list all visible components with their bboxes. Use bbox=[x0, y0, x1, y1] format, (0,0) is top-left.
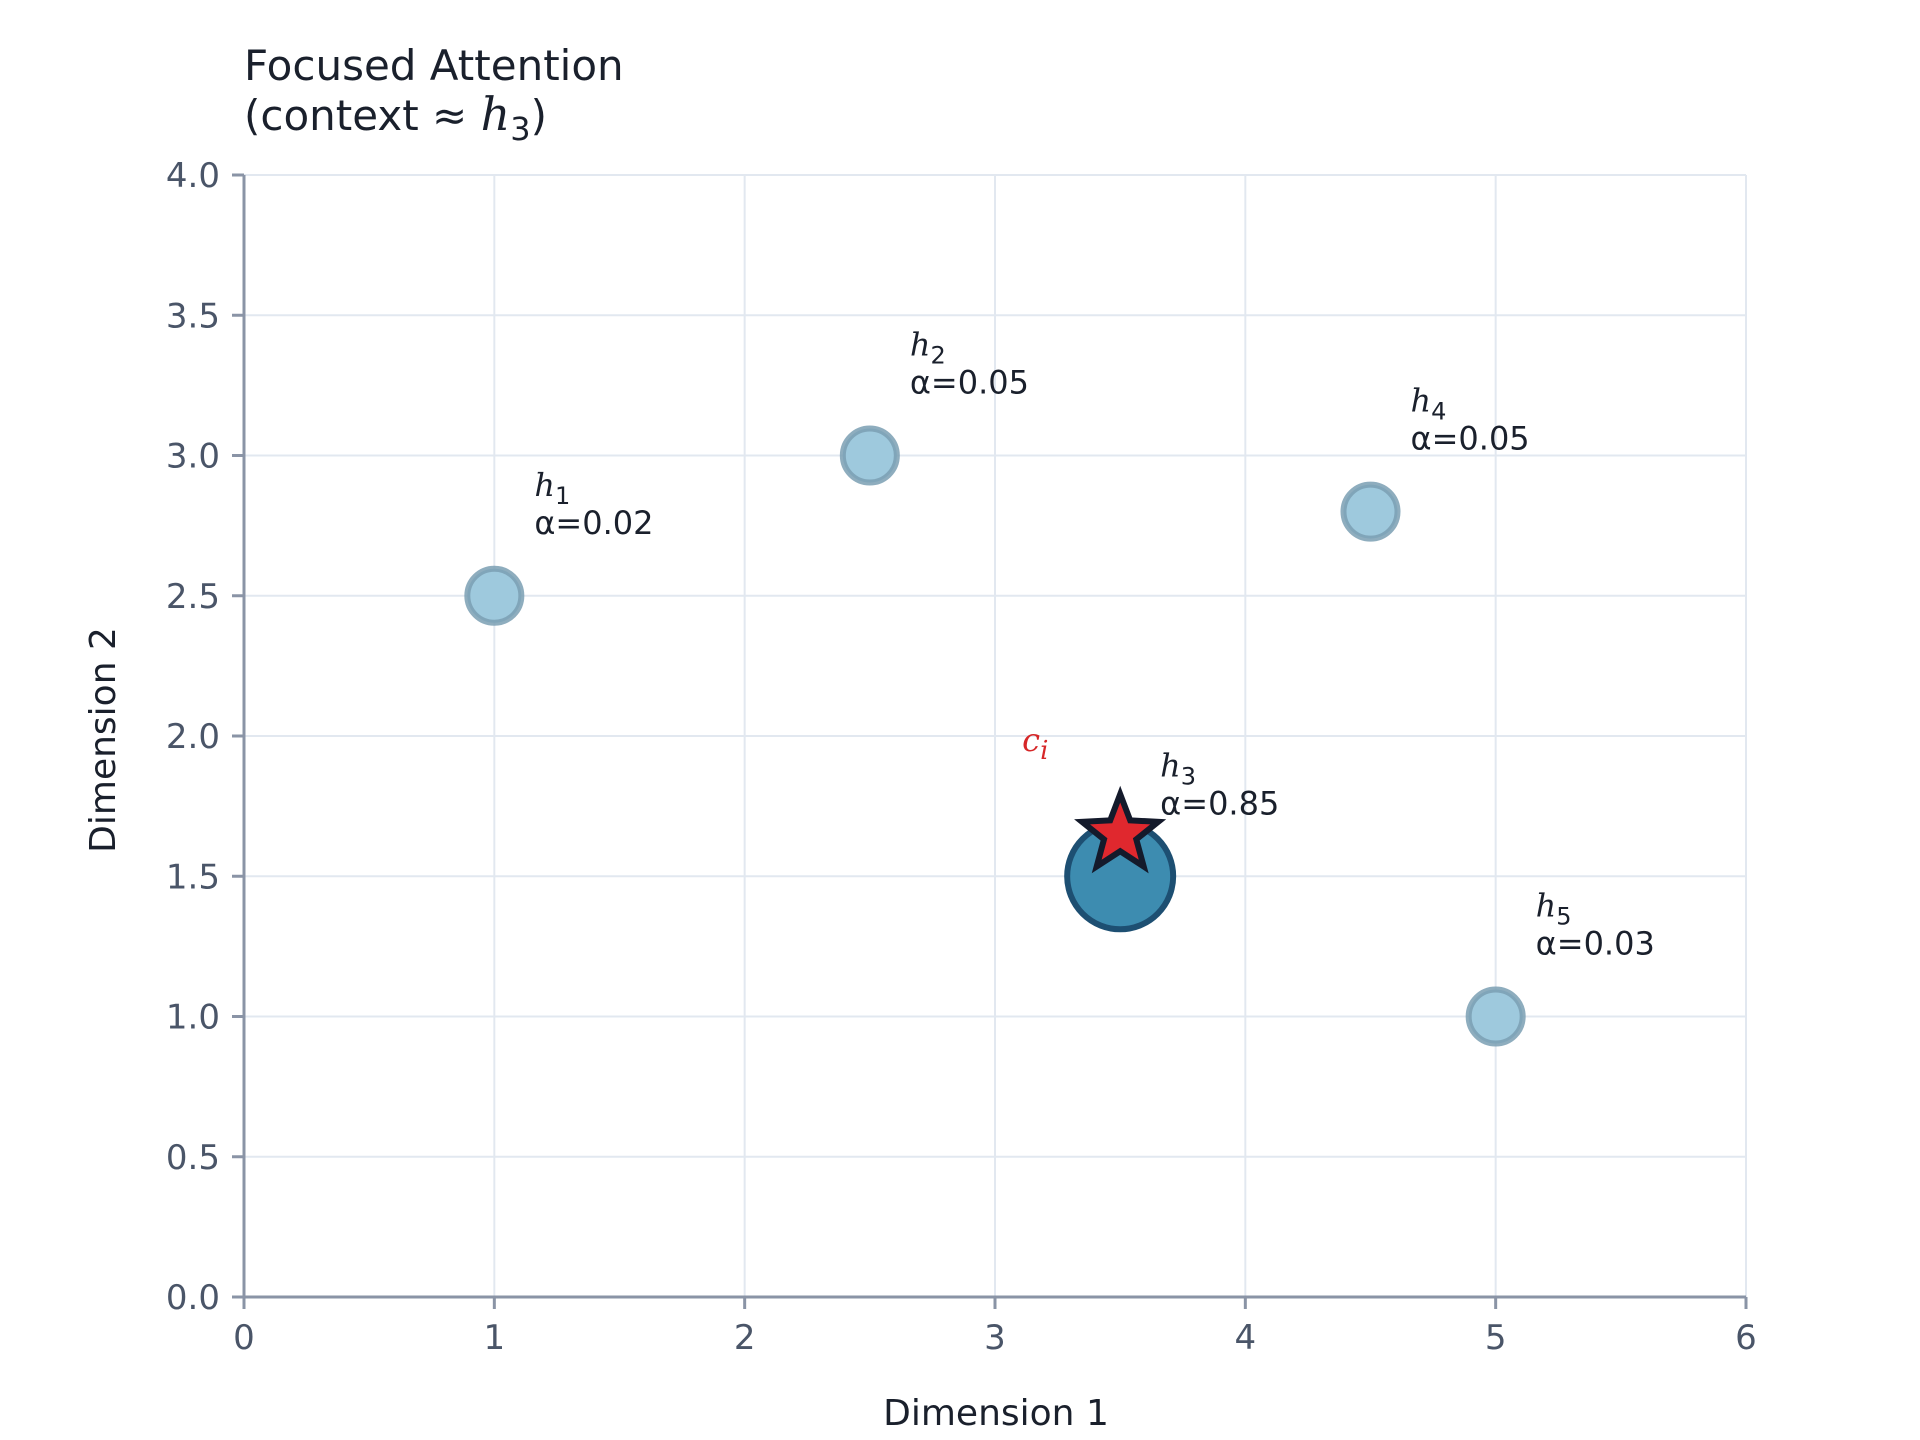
y-tick-label: 2.5 bbox=[166, 577, 220, 617]
point-h4 bbox=[1340, 481, 1401, 542]
y-tick-label: 0.5 bbox=[166, 1138, 220, 1178]
data-points bbox=[464, 425, 1526, 1047]
chart-subtitle-subscript: 3 bbox=[510, 110, 530, 148]
point-h1 bbox=[464, 565, 525, 626]
point-h2 bbox=[839, 425, 900, 486]
x-axis-label: Dimension 1 bbox=[883, 1393, 1109, 1434]
y-tick-label: 2.0 bbox=[166, 717, 220, 757]
point-label-h5: h5 bbox=[1536, 887, 1572, 931]
chart-subtitle-symbol: h bbox=[481, 87, 511, 141]
context-star-icon bbox=[1074, 785, 1167, 874]
x-tick-label: 5 bbox=[1485, 1318, 1507, 1358]
x-tick-label: 1 bbox=[484, 1318, 506, 1358]
y-axis-label: Dimension 2 bbox=[83, 627, 124, 853]
y-tick-label: 1.5 bbox=[166, 857, 220, 897]
grid bbox=[243, 174, 1747, 1298]
axes bbox=[232, 173, 1748, 1309]
x-tick-label: 6 bbox=[1735, 1318, 1757, 1358]
point-weight-h4: α=0.05 bbox=[1411, 420, 1530, 458]
chart-subtitle-suffix: ) bbox=[531, 91, 547, 140]
y-tick-label: 3.5 bbox=[166, 296, 220, 336]
y-tick-label: 1.0 bbox=[166, 998, 220, 1038]
y-tick-label: 4.0 bbox=[166, 156, 220, 196]
point-label-h4: h4 bbox=[1411, 382, 1447, 426]
chart-title-group: Focused Attention (context ≈ h3) bbox=[244, 41, 624, 148]
point-weight-h3: α=0.85 bbox=[1160, 784, 1279, 822]
point-label-h3: h3 bbox=[1160, 746, 1196, 790]
x-tick-label: 2 bbox=[734, 1318, 756, 1358]
point-label-h1: h1 bbox=[534, 466, 570, 510]
point-weight-h1: α=0.02 bbox=[534, 504, 653, 542]
x-tick-label: 3 bbox=[984, 1318, 1006, 1358]
context-label: ci bbox=[1022, 721, 1048, 766]
point-h5 bbox=[1465, 986, 1526, 1047]
point-weight-h2: α=0.05 bbox=[910, 364, 1029, 402]
chart-subtitle: (context ≈ h3) bbox=[244, 87, 547, 148]
x-tick-label: 0 bbox=[233, 1318, 255, 1358]
y-tick-label: 0.0 bbox=[166, 1278, 220, 1318]
point-label-h2: h2 bbox=[910, 326, 946, 370]
point-weight-h5: α=0.03 bbox=[1536, 925, 1655, 963]
tick-labels: 0 1 2 3 4 5 6 0.0 0.5 1.0 1.5 2.0 2.5 3.0 3.5 4.0 bbox=[166, 156, 1757, 1358]
point-labels: h1α=0.02h2α=0.05h3α=0.85h4α=0.05h5α=0.03… bbox=[534, 326, 1654, 963]
chart-title: Focused Attention bbox=[244, 41, 624, 90]
chart-subtitle-prefix: (context ≈ bbox=[244, 91, 481, 140]
x-tick-label: 4 bbox=[1235, 1318, 1257, 1358]
y-tick-label: 3.0 bbox=[166, 437, 220, 477]
